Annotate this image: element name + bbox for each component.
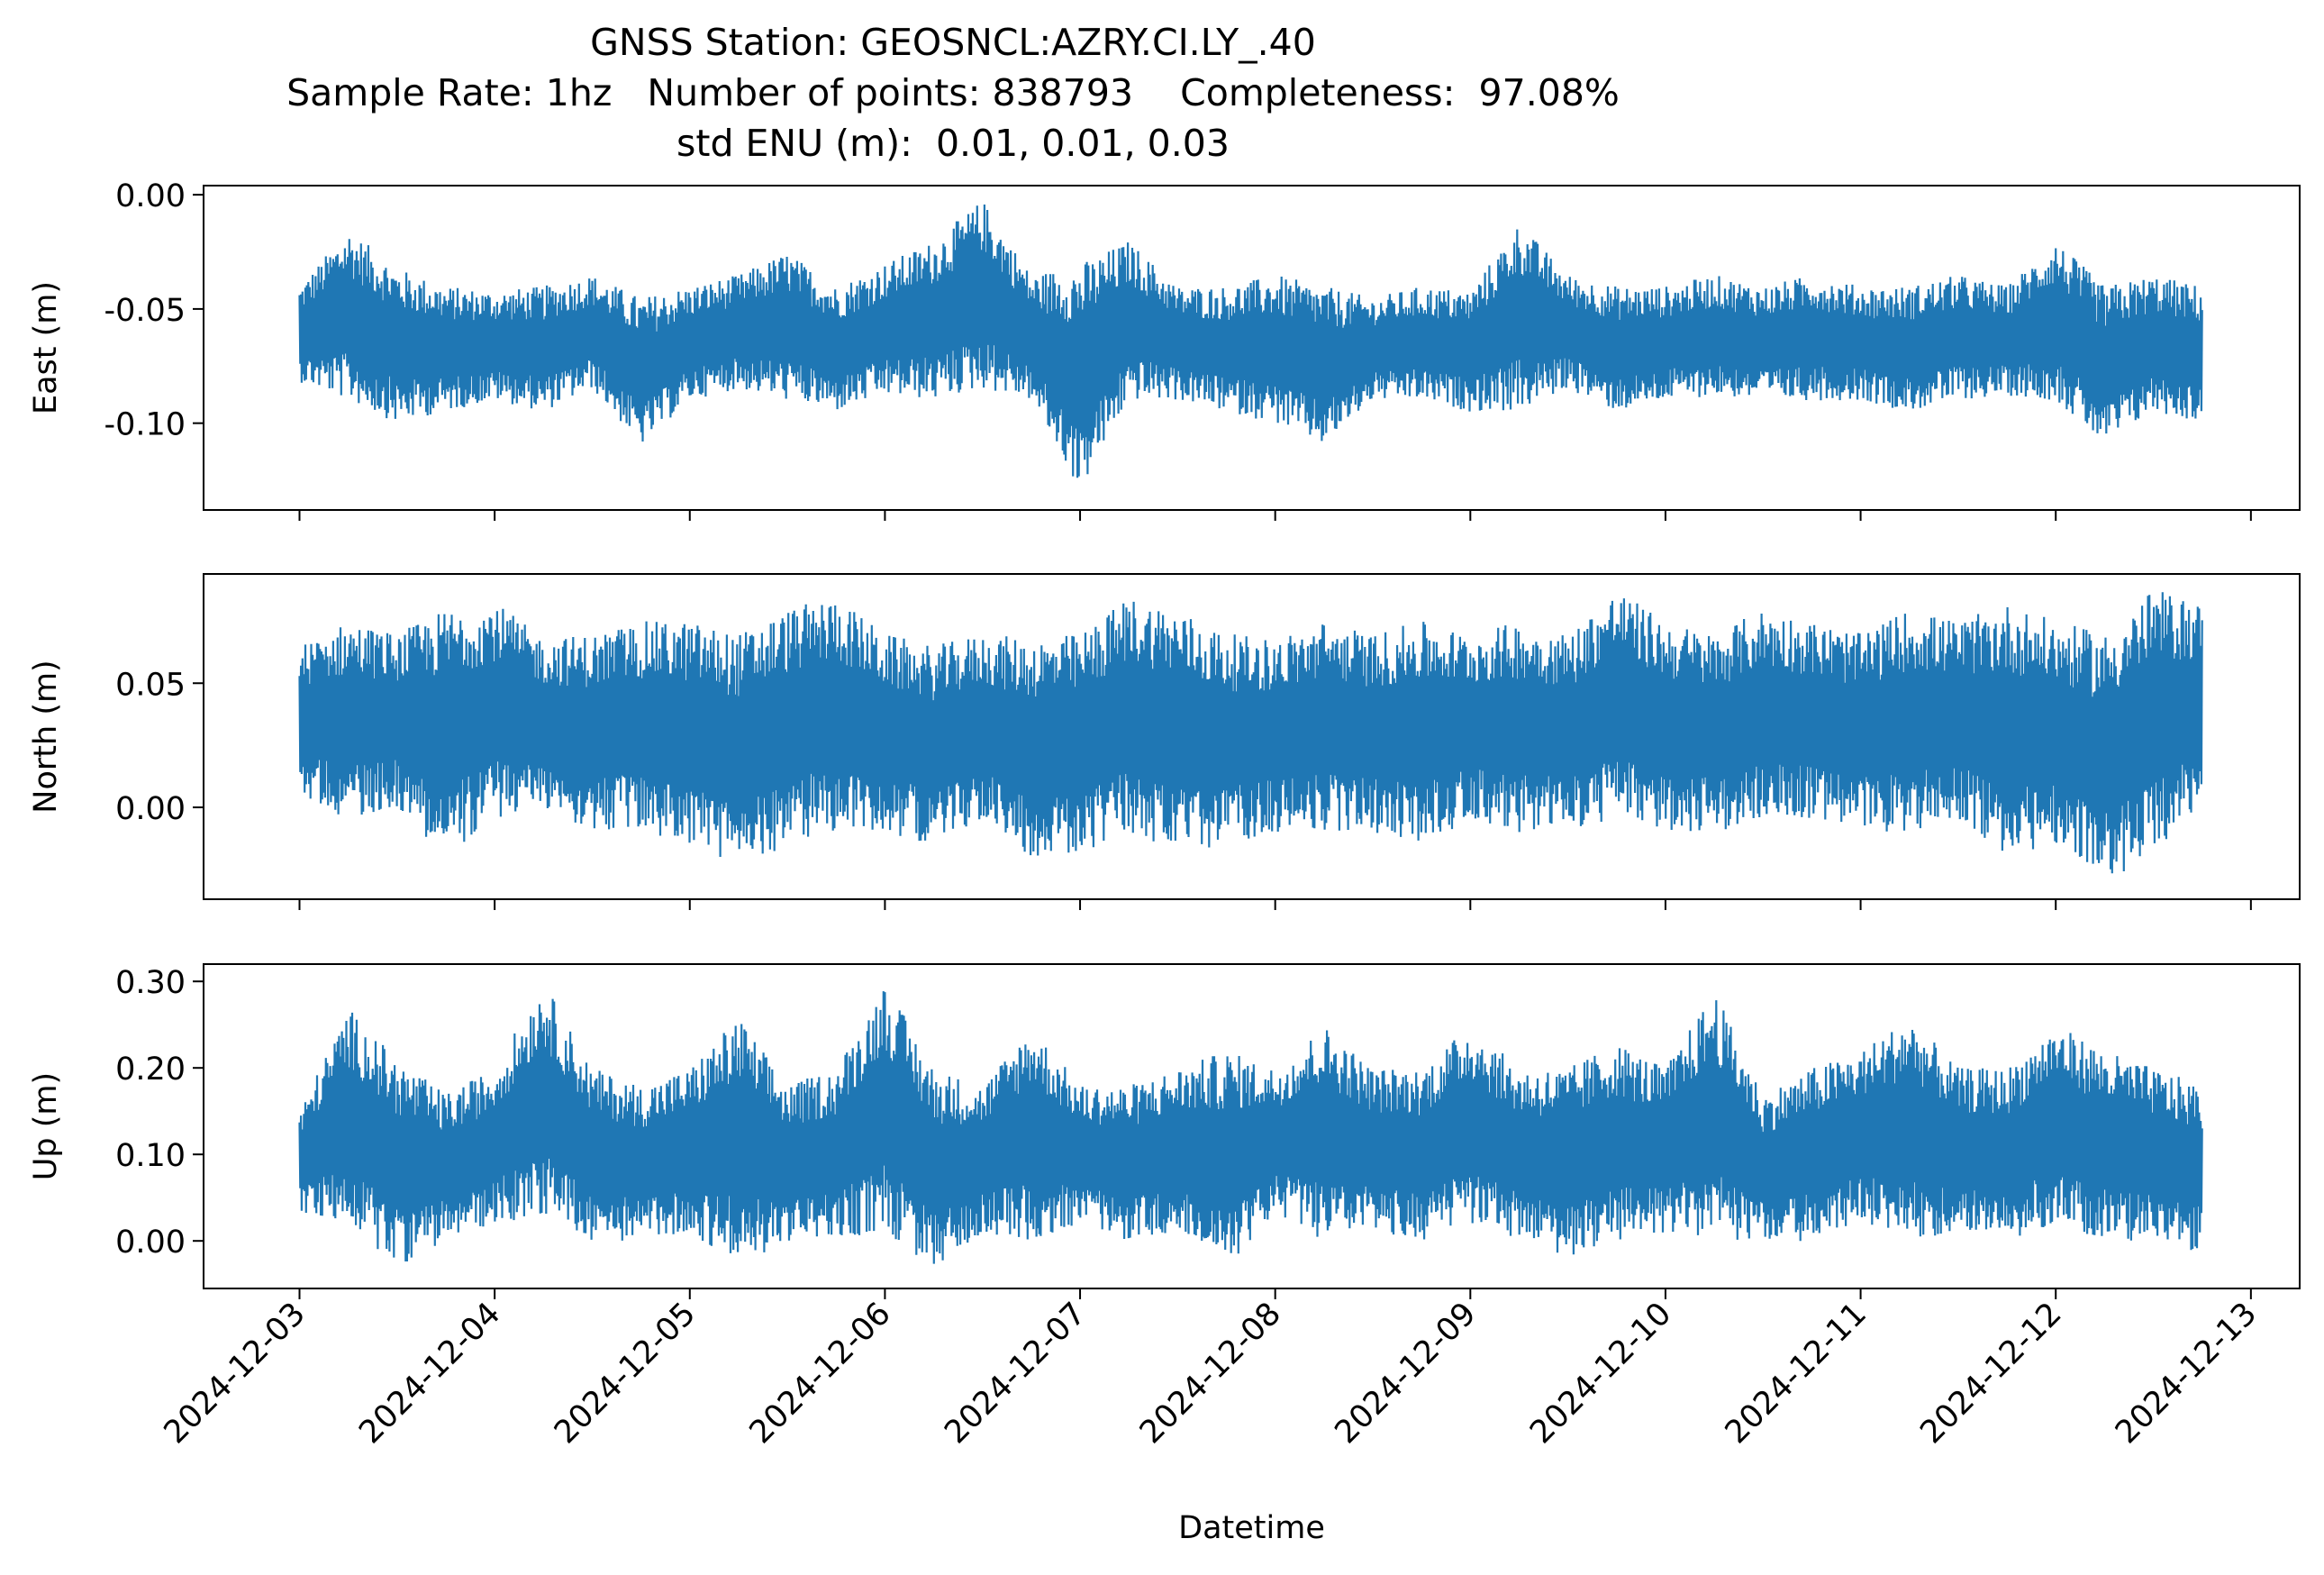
xtick-label: 2024-12-08 [1133, 1296, 1288, 1451]
up-panel-ytick-label: 0.20 [115, 1052, 186, 1088]
north-panel-ylabel: North (m) [28, 660, 64, 813]
up-panel-ytick-label: 0.10 [115, 1138, 186, 1174]
north-panel-ytick-label: 0.05 [115, 667, 186, 703]
title-station: GNSS Station: GEOSNCL:AZRY.CI.LY_.40 [590, 21, 1316, 64]
north-panel-series-line [298, 592, 2203, 874]
x-axis-label: Datetime [1178, 1510, 1325, 1546]
north-panel-frame [203, 573, 2301, 900]
title-sample-info: Sample Rate: 1hz Number of points: 83879… [286, 71, 1620, 114]
xtick-label: 2024-12-05 [548, 1296, 703, 1451]
up-panel-ytick-label: 0.30 [115, 965, 186, 1001]
title-std-enu: std ENU (m): 0.01, 0.01, 0.03 [676, 122, 1230, 165]
xtick-label: 2024-12-09 [1329, 1296, 1484, 1451]
east-panel-ytick-label: -0.05 [104, 293, 186, 329]
east-panel-ytick-label: -0.10 [104, 407, 186, 443]
xtick-label: 2024-12-10 [1523, 1296, 1678, 1451]
north-panel-ytick-label: 0.00 [115, 791, 186, 827]
xtick-label: 2024-12-06 [743, 1296, 898, 1451]
xtick-label: 2024-12-12 [1913, 1296, 2068, 1451]
xtick-label: 2024-12-07 [938, 1296, 1093, 1451]
xtick-label: 2024-12-04 [352, 1296, 507, 1451]
xtick-label: 2024-12-03 [158, 1296, 313, 1451]
xtick-label: 2024-12-13 [2109, 1296, 2264, 1451]
up-panel-frame [203, 963, 2301, 1289]
xtick-label: 2024-12-11 [1719, 1296, 1874, 1451]
up-panel-series-line [298, 991, 2203, 1264]
east-panel-frame [203, 185, 2301, 511]
up-panel-ylabel: Up (m) [28, 1072, 64, 1180]
east-panel-ylabel: East (m) [28, 281, 64, 414]
up-panel-ytick-label: 0.00 [115, 1224, 186, 1261]
east-panel-ytick-label: 0.00 [115, 178, 186, 214]
east-panel-series-line [298, 204, 2203, 478]
